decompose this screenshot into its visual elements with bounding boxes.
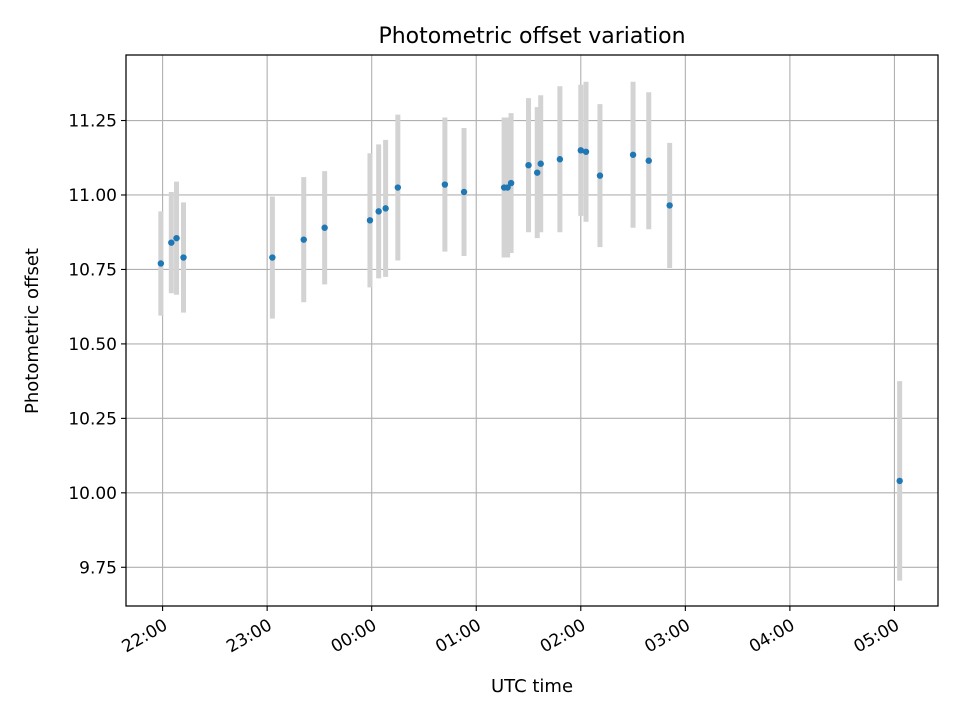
- data-point: [441, 181, 449, 188]
- y-tick-label: 10.00: [68, 484, 117, 504]
- data-point: [534, 169, 541, 176]
- y-axis-label: Photometric offset: [22, 248, 43, 414]
- data-point: [537, 160, 544, 167]
- data-point: [460, 188, 468, 196]
- data-point: [173, 234, 180, 242]
- data-point: [525, 162, 532, 169]
- data-point: [157, 260, 165, 267]
- data-point: [645, 157, 652, 164]
- y-tick-label: 10.75: [68, 260, 117, 280]
- data-points: [157, 147, 903, 485]
- data-point: [596, 172, 604, 179]
- data-point: [504, 184, 511, 191]
- data-point: [180, 254, 187, 261]
- y-tick-label: 10.25: [68, 409, 117, 429]
- y-tick-label: 11.25: [68, 112, 117, 132]
- data-point: [382, 205, 389, 212]
- data-point: [366, 217, 374, 224]
- data-point: [168, 239, 175, 246]
- plot-frame: [125, 54, 939, 607]
- data-point: [556, 156, 564, 163]
- data-point: [896, 477, 903, 485]
- y-tick-label: 10.50: [68, 335, 117, 355]
- data-point: [629, 151, 637, 158]
- data-point: [507, 179, 515, 187]
- y-axis: 9.75 10.00 10.25 10.50 10.75 11.00 11.25: [68, 112, 126, 578]
- data-point: [321, 224, 328, 231]
- data-point: [394, 184, 402, 191]
- y-tick-label: 9.75: [79, 558, 117, 578]
- data-point: [375, 208, 382, 215]
- data-point: [269, 254, 276, 261]
- y-tick-label: 11.00: [68, 186, 117, 206]
- data-point: [582, 148, 590, 155]
- data-point: [666, 202, 673, 209]
- x-axis-label: UTC time: [491, 676, 573, 697]
- data-point: [577, 147, 584, 154]
- data-point: [300, 236, 307, 243]
- chart-title: Photometric offset variation: [378, 24, 685, 49]
